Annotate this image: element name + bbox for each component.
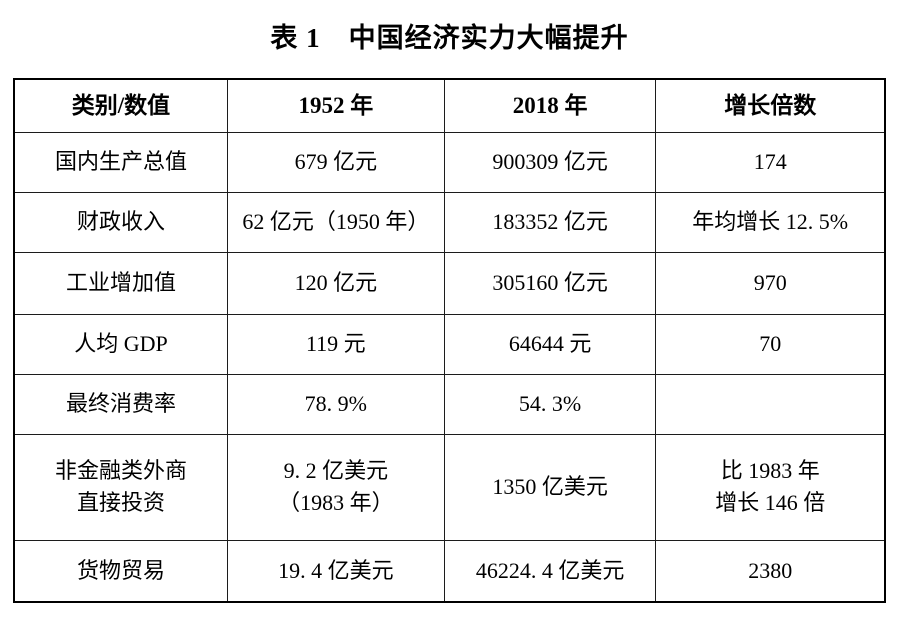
value-cell: 305160 亿元 [443, 251, 657, 315]
header-row: 类别/数值 1952 年 2018 年 增长倍数 [13, 78, 886, 133]
category-cell: 工业增加值 [13, 251, 228, 315]
value-cell: 46224. 4 亿美元 [443, 539, 657, 603]
value-cell: 62 亿元（1950 年） [226, 191, 445, 253]
category-cell: 最终消费率 [13, 373, 228, 435]
value-cell [655, 373, 886, 435]
category-cell: 国内生产总值 [13, 131, 228, 193]
value-cell: 119 元 [226, 313, 445, 375]
category-cell: 人均 GDP [13, 313, 228, 375]
value-cell: 9. 2 亿美元 （1983 年） [226, 433, 445, 541]
table-row: 工业增加值 120 亿元 305160 亿元 970 [13, 251, 886, 315]
table-row: 货物贸易 19. 4 亿美元 46224. 4 亿美元 2380 [13, 539, 886, 603]
table-row: 国内生产总值 679 亿元 900309 亿元 174 [13, 131, 886, 193]
category-cell: 货物贸易 [13, 539, 228, 603]
table-row: 人均 GDP 119 元 64644 元 70 [13, 313, 886, 375]
value-cell: 比 1983 年 增长 146 倍 [655, 433, 886, 541]
value-cell: 1350 亿美元 [443, 433, 657, 541]
category-cell: 非金融类外商 直接投资 [13, 433, 228, 541]
column-header-category: 类别/数值 [13, 78, 228, 133]
value-cell: 2380 [655, 539, 886, 603]
value-cell: 64644 元 [443, 313, 657, 375]
value-cell: 70 [655, 313, 886, 375]
column-header-2018: 2018 年 [443, 78, 657, 133]
value-cell: 174 [655, 131, 886, 193]
value-cell: 183352 亿元 [443, 191, 657, 253]
value-cell: 19. 4 亿美元 [226, 539, 445, 603]
table-row: 最终消费率 78. 9% 54. 3% [13, 373, 886, 435]
value-cell: 78. 9% [226, 373, 445, 435]
value-cell: 970 [655, 251, 886, 315]
category-cell: 财政收入 [13, 191, 228, 253]
value-cell: 年均增长 12. 5% [655, 191, 886, 253]
column-header-1952: 1952 年 [226, 78, 445, 133]
table-row: 非金融类外商 直接投资 9. 2 亿美元 （1983 年） 1350 亿美元 比… [13, 433, 886, 541]
value-cell: 900309 亿元 [443, 131, 657, 193]
value-cell: 54. 3% [443, 373, 657, 435]
value-cell: 679 亿元 [226, 131, 445, 193]
table-row: 财政收入 62 亿元（1950 年） 183352 亿元 年均增长 12. 5% [13, 191, 886, 253]
table-title: 表 1 中国经济实力大幅提升 [270, 23, 629, 53]
column-header-growth: 增长倍数 [655, 78, 886, 133]
economic-strength-table: 类别/数值 1952 年 2018 年 增长倍数 国内生产总值 679 亿元 9… [13, 78, 886, 603]
value-cell: 120 亿元 [226, 251, 445, 315]
